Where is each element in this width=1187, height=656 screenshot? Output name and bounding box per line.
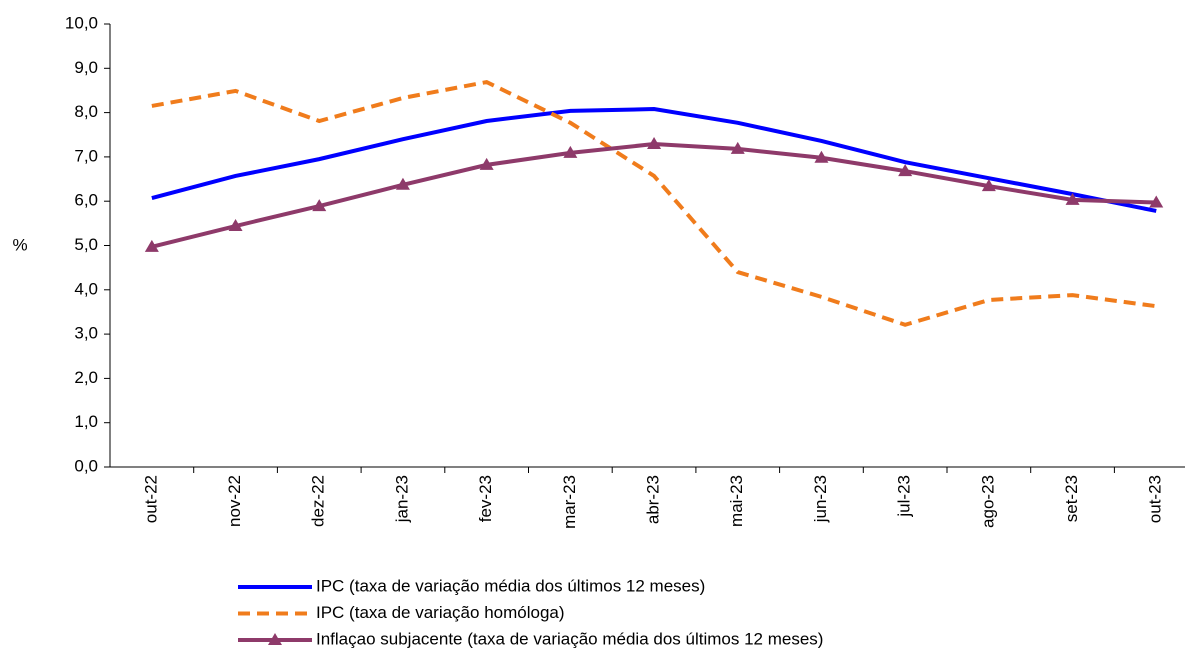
legend-marker (268, 633, 282, 645)
y-tick-label: 9,0 (74, 58, 98, 77)
legend-label: IPC (taxa de variação média dos últimos … (316, 576, 705, 595)
marker (144, 239, 159, 252)
x-tick-label: fev-23 (476, 475, 495, 522)
y-tick-label: 2,0 (74, 368, 98, 387)
x-tick-label: out-22 (141, 475, 160, 523)
marker (312, 199, 327, 212)
series-line (151, 107, 1157, 213)
marker (898, 164, 913, 177)
marker (814, 150, 829, 163)
y-tick-label: 4,0 (74, 279, 98, 298)
marker (563, 145, 578, 158)
x-tick-label: jan-23 (392, 475, 411, 523)
x-tick-label: ago-23 (978, 475, 997, 528)
y-tick-label: 0,0 (74, 456, 98, 475)
legend-label: Inflaçao subjacente (taxa de variação mé… (316, 629, 823, 648)
marker (479, 157, 494, 170)
marker (1065, 192, 1080, 205)
x-tick-label: jul-23 (895, 475, 914, 518)
marker (228, 219, 243, 232)
series-line (151, 142, 1157, 249)
y-tick-label: 7,0 (74, 146, 98, 165)
marker (395, 177, 410, 190)
x-tick-label: nov-22 (225, 475, 244, 527)
x-tick-label: abr-23 (644, 475, 663, 524)
x-tick-label: mar-23 (560, 475, 579, 529)
x-tick-label: dez-22 (309, 475, 328, 527)
y-axis-label: % (12, 235, 27, 254)
x-tick-label: out-23 (1146, 475, 1165, 523)
x-tick-label: set-23 (1062, 475, 1081, 522)
y-tick-label: 5,0 (74, 235, 98, 254)
y-tick-label: 1,0 (74, 412, 98, 431)
x-tick-label: mai-23 (727, 475, 746, 527)
y-tick-label: 6,0 (74, 191, 98, 210)
y-tick-label: 3,0 (74, 324, 98, 343)
marker (981, 179, 996, 192)
marker (1149, 195, 1164, 208)
legend-label: IPC (taxa de variação homóloga) (316, 603, 565, 622)
series-line (151, 79, 1157, 327)
x-tick-label: jun-23 (811, 475, 830, 523)
marker (730, 141, 745, 154)
y-tick-label: 10,0 (65, 13, 98, 32)
marker (647, 137, 662, 150)
y-tick-label: 8,0 (74, 102, 98, 121)
